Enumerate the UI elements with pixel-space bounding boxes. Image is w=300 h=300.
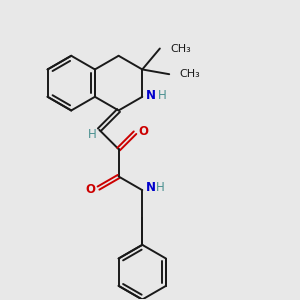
Text: O: O (138, 125, 148, 138)
Text: CH₃: CH₃ (170, 44, 191, 53)
Text: H: H (156, 181, 165, 194)
Text: N: N (146, 181, 156, 194)
Text: O: O (85, 183, 95, 196)
Text: CH₃: CH₃ (180, 69, 200, 79)
Text: H: H (88, 128, 96, 141)
Text: H: H (158, 89, 167, 102)
Text: N: N (146, 89, 156, 102)
